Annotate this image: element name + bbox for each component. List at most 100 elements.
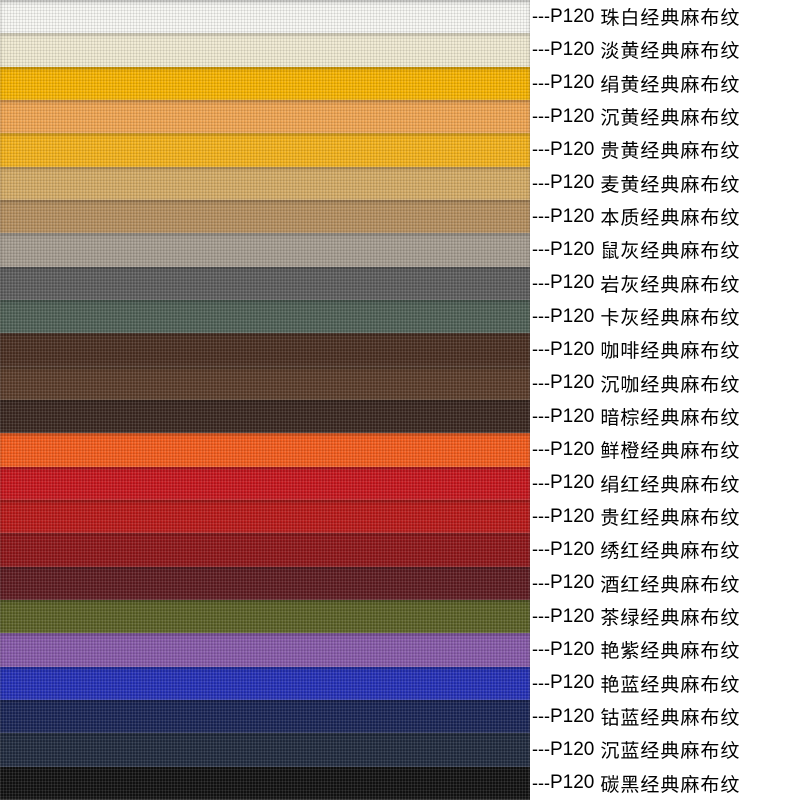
texture-suffix: 经典麻布纹	[640, 703, 740, 730]
color-name: 沉黄	[600, 103, 640, 130]
texture-suffix: 经典麻布纹	[640, 3, 740, 30]
swatch-row: ---P120咖啡经典麻布纹	[0, 333, 800, 366]
dash-prefix: ---	[532, 373, 550, 394]
texture-suffix: 经典麻布纹	[640, 236, 740, 263]
color-name: 鼠灰	[600, 236, 640, 263]
texture-suffix: 经典麻布纹	[640, 303, 740, 330]
swatch-row: ---P120绣红经典麻布纹	[0, 533, 800, 566]
color-name: 碳黑	[600, 770, 640, 797]
product-code: P120	[550, 539, 594, 561]
swatch-row: ---P120酒红经典麻布纹	[0, 567, 800, 600]
product-code: P120	[550, 406, 594, 428]
dash-prefix: ---	[532, 406, 550, 427]
swatch-label: ---P120岩灰经典麻布纹	[530, 270, 800, 297]
color-swatch	[0, 733, 530, 766]
product-code: P120	[550, 139, 594, 161]
texture-suffix: 经典麻布纹	[640, 736, 740, 763]
product-code: P120	[550, 106, 594, 128]
texture-suffix: 经典麻布纹	[640, 470, 740, 497]
swatch-row: ---P120贵红经典麻布纹	[0, 500, 800, 533]
texture-suffix: 经典麻布纹	[640, 403, 740, 430]
color-swatch	[0, 167, 530, 200]
color-name: 咖啡	[600, 336, 640, 363]
color-swatch	[0, 700, 530, 733]
swatch-label: ---P120鼠灰经典麻布纹	[530, 236, 800, 263]
product-code: P120	[550, 606, 594, 628]
color-name: 贵黄	[600, 136, 640, 163]
color-swatch	[0, 33, 530, 66]
color-name: 酒红	[600, 570, 640, 597]
texture-suffix: 经典麻布纹	[640, 503, 740, 530]
product-code: P120	[550, 639, 594, 661]
texture-suffix: 经典麻布纹	[640, 36, 740, 63]
dash-prefix: ---	[532, 506, 550, 527]
swatch-label: ---P120钴蓝经典麻布纹	[530, 703, 800, 730]
dash-prefix: ---	[532, 573, 550, 594]
product-code: P120	[550, 472, 594, 494]
dash-prefix: ---	[532, 606, 550, 627]
color-swatch	[0, 767, 530, 800]
dash-prefix: ---	[532, 139, 550, 160]
swatch-label: ---P120 绢红经典麻布纹	[530, 470, 800, 497]
texture-suffix: 经典麻布纹	[640, 770, 740, 797]
product-code: P120	[550, 39, 594, 61]
dash-prefix: ---	[532, 673, 550, 694]
swatch-label: ---P120绣红经典麻布纹	[530, 536, 800, 563]
swatch-row: ---P120绢黄经典麻布纹	[0, 67, 800, 100]
swatch-row: ---P120 茶绿经典麻布纹	[0, 600, 800, 633]
color-swatch	[0, 633, 530, 666]
color-name: 艳紫	[600, 636, 640, 663]
swatch-label: ---P120 淡黄经典麻布纹	[530, 36, 800, 63]
color-name: 钴蓝	[600, 703, 640, 730]
color-name: 麦黄	[600, 170, 640, 197]
swatch-label: ---P120酒红经典麻布纹	[530, 570, 800, 597]
swatch-row: ---P120岩灰经典麻布纹	[0, 267, 800, 300]
color-swatch	[0, 367, 530, 400]
color-swatch	[0, 67, 530, 100]
swatch-row: ---P120沉黄经典麻布纹	[0, 100, 800, 133]
swatch-row: ---P120鲜橙经典麻布纹	[0, 433, 800, 466]
texture-suffix: 经典麻布纹	[640, 603, 740, 630]
color-swatch	[0, 0, 530, 33]
swatch-label: ---P120艳蓝经典麻布纹	[530, 670, 800, 697]
product-code: P120	[550, 439, 594, 461]
swatch-label: ---P120麦黄经典麻布纹	[530, 170, 800, 197]
color-swatch	[0, 400, 530, 433]
swatch-label: ---P120贵红经典麻布纹	[530, 503, 800, 530]
color-name: 鲜橙	[600, 436, 640, 463]
dash-prefix: ---	[532, 473, 550, 494]
color-name: 绣红	[600, 536, 640, 563]
swatch-row: ---P120本质经典麻布纹	[0, 200, 800, 233]
texture-suffix: 经典麻布纹	[640, 636, 740, 663]
swatch-label: ---P120卡灰经典麻布纹	[530, 303, 800, 330]
color-name: 绢红	[600, 470, 640, 497]
color-swatch	[0, 567, 530, 600]
color-swatch	[0, 333, 530, 366]
swatch-row: ---P120卡灰经典麻布纹	[0, 300, 800, 333]
swatch-row: ---P120艳蓝经典麻布纹	[0, 667, 800, 700]
color-swatch	[0, 600, 530, 633]
color-name: 沉蓝	[600, 736, 640, 763]
color-name: 卡灰	[600, 303, 640, 330]
color-name: 艳蓝	[600, 670, 640, 697]
swatch-label: ---P120绢黄经典麻布纹	[530, 70, 800, 97]
dash-prefix: ---	[532, 39, 550, 60]
dash-prefix: ---	[532, 173, 550, 194]
product-code: P120	[550, 506, 594, 528]
dash-prefix: ---	[532, 539, 550, 560]
dash-prefix: ---	[532, 106, 550, 127]
swatch-label: ---P120 暗棕经典麻布纹	[530, 403, 800, 430]
product-code: P120	[550, 739, 594, 761]
dash-prefix: ---	[532, 273, 550, 294]
swatch-row: ---P120钴蓝经典麻布纹	[0, 700, 800, 733]
color-name: 淡黄	[600, 36, 640, 63]
dash-prefix: ---	[532, 773, 550, 794]
swatch-row: ---P120艳紫经典麻布纹	[0, 633, 800, 666]
color-name: 茶绿	[600, 603, 640, 630]
product-code: P120	[550, 372, 594, 394]
swatch-label: ---P120珠白经典麻布纹	[530, 3, 800, 30]
swatch-label: ---P120咖啡经典麻布纹	[530, 336, 800, 363]
color-name: 暗棕	[600, 403, 640, 430]
texture-suffix: 经典麻布纹	[640, 436, 740, 463]
dash-prefix: ---	[532, 706, 550, 727]
